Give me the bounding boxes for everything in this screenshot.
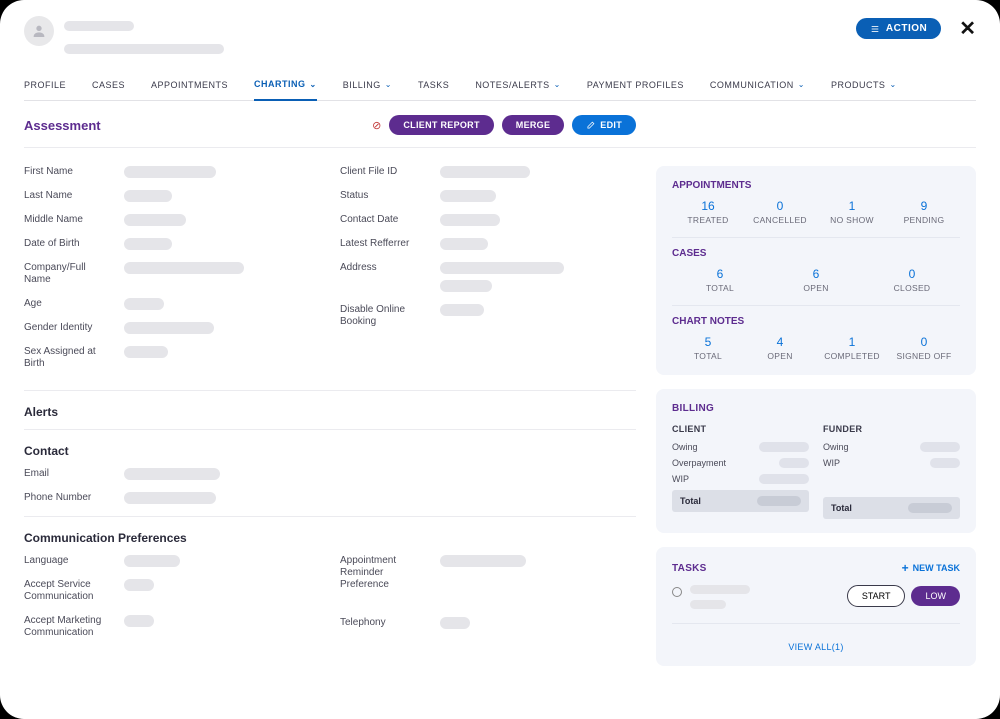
billing-card: BILLING CLIENT Owing Overpayment WIP Tot… bbox=[656, 389, 976, 533]
edit-button[interactable]: EDIT bbox=[572, 115, 636, 135]
client-report-button[interactable]: CLIENT REPORT bbox=[389, 115, 493, 135]
field-email: Email bbox=[24, 468, 636, 480]
task-row: START LOW bbox=[672, 585, 960, 609]
action-button[interactable]: ACTION bbox=[856, 18, 941, 39]
topbar: ACTION ✕ bbox=[24, 16, 976, 59]
warning-icon: ⊘ bbox=[372, 119, 381, 132]
field-referrer: Latest Refferrer bbox=[340, 238, 636, 250]
chevron-down-icon: ⌄ bbox=[385, 80, 392, 89]
appointments-stats: 16TREATED 0CANCELLED 1NO SHOW 9PENDING bbox=[672, 199, 960, 225]
field-accept-marketing: Accept Marketing Communication bbox=[24, 615, 320, 639]
chevron-down-icon: ⌄ bbox=[310, 80, 317, 89]
field-contact-date: Contact Date bbox=[340, 214, 636, 226]
divider bbox=[24, 147, 976, 148]
field-accept-service: Accept Service Communication bbox=[24, 579, 320, 603]
field-reminder-pref: Appointment Reminder Preference bbox=[340, 555, 636, 591]
chart-notes-title: CHART NOTES bbox=[672, 305, 960, 327]
new-task-button[interactable]: +NEW TASK bbox=[902, 561, 960, 575]
tab-notes[interactable]: NOTES/ALERTS⌄ bbox=[475, 73, 561, 100]
field-address: Address bbox=[340, 262, 636, 292]
chevron-down-icon: ⌄ bbox=[554, 80, 561, 89]
header-actions: ⊘ CLIENT REPORT MERGE EDIT bbox=[372, 115, 636, 135]
view-all-link[interactable]: VIEW ALL(1) bbox=[672, 642, 960, 652]
tab-billing[interactable]: BILLING⌄ bbox=[343, 73, 392, 100]
tab-appointments[interactable]: APPOINTMENTS bbox=[151, 73, 228, 100]
tab-products[interactable]: PRODUCTS⌄ bbox=[831, 73, 897, 100]
profile-name-placeholder bbox=[64, 18, 224, 59]
cases-title: CASES bbox=[672, 237, 960, 259]
billing-client-col: CLIENT Owing Overpayment WIP Total bbox=[672, 424, 809, 519]
appointments-title: APPOINTMENTS bbox=[672, 180, 960, 191]
tab-profile[interactable]: PROFILE bbox=[24, 73, 66, 100]
avatar bbox=[24, 16, 54, 46]
divider bbox=[24, 429, 636, 430]
tab-bar: PROFILE CASES APPOINTMENTS CHARTING⌄ BIL… bbox=[24, 73, 976, 101]
field-last-name: Last Name bbox=[24, 190, 320, 202]
stats-card: APPOINTMENTS 16TREATED 0CANCELLED 1NO SH… bbox=[656, 166, 976, 375]
tab-tasks[interactable]: TASKS bbox=[418, 73, 449, 100]
tab-payment[interactable]: PAYMENT PROFILES bbox=[587, 73, 684, 100]
start-button[interactable]: START bbox=[847, 585, 906, 607]
field-telephony: Telephony bbox=[340, 617, 636, 629]
tab-charting[interactable]: CHARTING⌄ bbox=[254, 73, 317, 101]
field-company: Company/Full Name bbox=[24, 262, 320, 286]
field-sex: Sex Assigned at Birth bbox=[24, 346, 320, 370]
tab-communication[interactable]: COMMUNICATION⌄ bbox=[710, 73, 805, 100]
field-gender: Gender Identity bbox=[24, 322, 320, 334]
profile-header bbox=[24, 16, 224, 59]
tasks-card: TASKS +NEW TASK START LOW VIEW ALL(1) bbox=[656, 547, 976, 666]
field-client-file-id: Client File ID bbox=[340, 166, 636, 178]
comm-pref-title: Communication Preferences bbox=[24, 531, 636, 545]
merge-button[interactable]: MERGE bbox=[502, 115, 565, 135]
contact-title: Contact bbox=[24, 444, 636, 458]
main-content: First Name Last Name Middle Name Date of… bbox=[24, 166, 976, 680]
chevron-down-icon: ⌄ bbox=[798, 80, 805, 89]
field-dob: Date of Birth bbox=[24, 238, 320, 250]
billing-funder-col: FUNDER Owing WIP Total bbox=[823, 424, 960, 519]
right-column: APPOINTMENTS 16TREATED 0CANCELLED 1NO SH… bbox=[656, 166, 976, 680]
divider bbox=[672, 623, 960, 624]
action-label: ACTION bbox=[886, 23, 927, 34]
plus-icon: + bbox=[902, 561, 909, 575]
chevron-down-icon: ⌄ bbox=[889, 80, 896, 89]
divider bbox=[24, 516, 636, 517]
field-age: Age bbox=[24, 298, 320, 310]
section-header: Assessment ⊘ CLIENT REPORT MERGE EDIT bbox=[24, 115, 976, 135]
low-priority-badge[interactable]: LOW bbox=[911, 586, 960, 606]
task-radio[interactable] bbox=[672, 587, 682, 597]
close-icon[interactable]: ✕ bbox=[959, 16, 976, 41]
cases-stats: 6TOTAL 6OPEN 0CLOSED bbox=[672, 267, 960, 293]
left-column: First Name Last Name Middle Name Date of… bbox=[24, 166, 636, 680]
billing-title: BILLING bbox=[672, 403, 960, 414]
chart-notes-stats: 5TOTAL 4OPEN 1COMPLETED 0SIGNED OFF bbox=[672, 335, 960, 361]
field-status: Status bbox=[340, 190, 636, 202]
page-title: Assessment bbox=[24, 118, 101, 133]
divider bbox=[24, 390, 636, 391]
field-first-name: First Name bbox=[24, 166, 320, 178]
field-language: Language bbox=[24, 555, 320, 567]
tab-cases[interactable]: CASES bbox=[92, 73, 125, 100]
field-disable-online: Disable Online Booking bbox=[340, 304, 636, 328]
topbar-actions: ACTION ✕ bbox=[856, 16, 976, 41]
profile-fields: First Name Last Name Middle Name Date of… bbox=[24, 166, 636, 382]
tasks-title: TASKS bbox=[672, 563, 707, 574]
alerts-title: Alerts bbox=[24, 405, 636, 419]
app-window: ACTION ✕ PROFILE CASES APPOINTMENTS CHAR… bbox=[0, 0, 1000, 719]
field-middle-name: Middle Name bbox=[24, 214, 320, 226]
field-phone: Phone Number bbox=[24, 492, 636, 504]
